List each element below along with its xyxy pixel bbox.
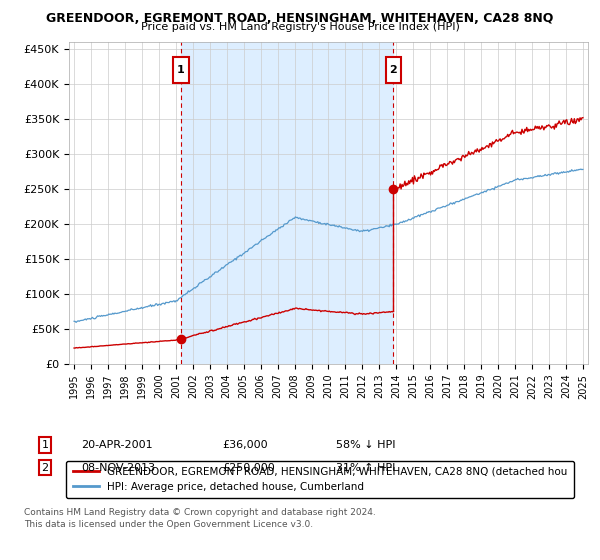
Text: 2: 2 xyxy=(41,463,49,473)
Text: 08-NOV-2013: 08-NOV-2013 xyxy=(81,463,155,473)
Text: 31% ↑ HPI: 31% ↑ HPI xyxy=(336,463,395,473)
FancyBboxPatch shape xyxy=(173,58,188,83)
Legend: GREENDOOR, EGREMONT ROAD, HENSINGHAM, WHITEHAVEN, CA28 8NQ (detached hou, HPI: A: GREENDOOR, EGREMONT ROAD, HENSINGHAM, WH… xyxy=(67,460,574,498)
Text: Contains HM Land Registry data © Crown copyright and database right 2024.: Contains HM Land Registry data © Crown c… xyxy=(24,508,376,517)
Text: 1: 1 xyxy=(177,65,185,75)
Bar xyxy=(181,42,394,364)
Text: 1: 1 xyxy=(41,440,49,450)
Text: 2: 2 xyxy=(389,65,397,75)
Text: £36,000: £36,000 xyxy=(222,440,268,450)
FancyBboxPatch shape xyxy=(386,58,401,83)
Text: This data is licensed under the Open Government Licence v3.0.: This data is licensed under the Open Gov… xyxy=(24,520,313,529)
Text: £250,000: £250,000 xyxy=(222,463,275,473)
Text: 58% ↓ HPI: 58% ↓ HPI xyxy=(336,440,395,450)
Text: 20-APR-2001: 20-APR-2001 xyxy=(81,440,152,450)
Text: GREENDOOR, EGREMONT ROAD, HENSINGHAM, WHITEHAVEN, CA28 8NQ: GREENDOOR, EGREMONT ROAD, HENSINGHAM, WH… xyxy=(46,12,554,25)
Text: Price paid vs. HM Land Registry's House Price Index (HPI): Price paid vs. HM Land Registry's House … xyxy=(140,22,460,32)
